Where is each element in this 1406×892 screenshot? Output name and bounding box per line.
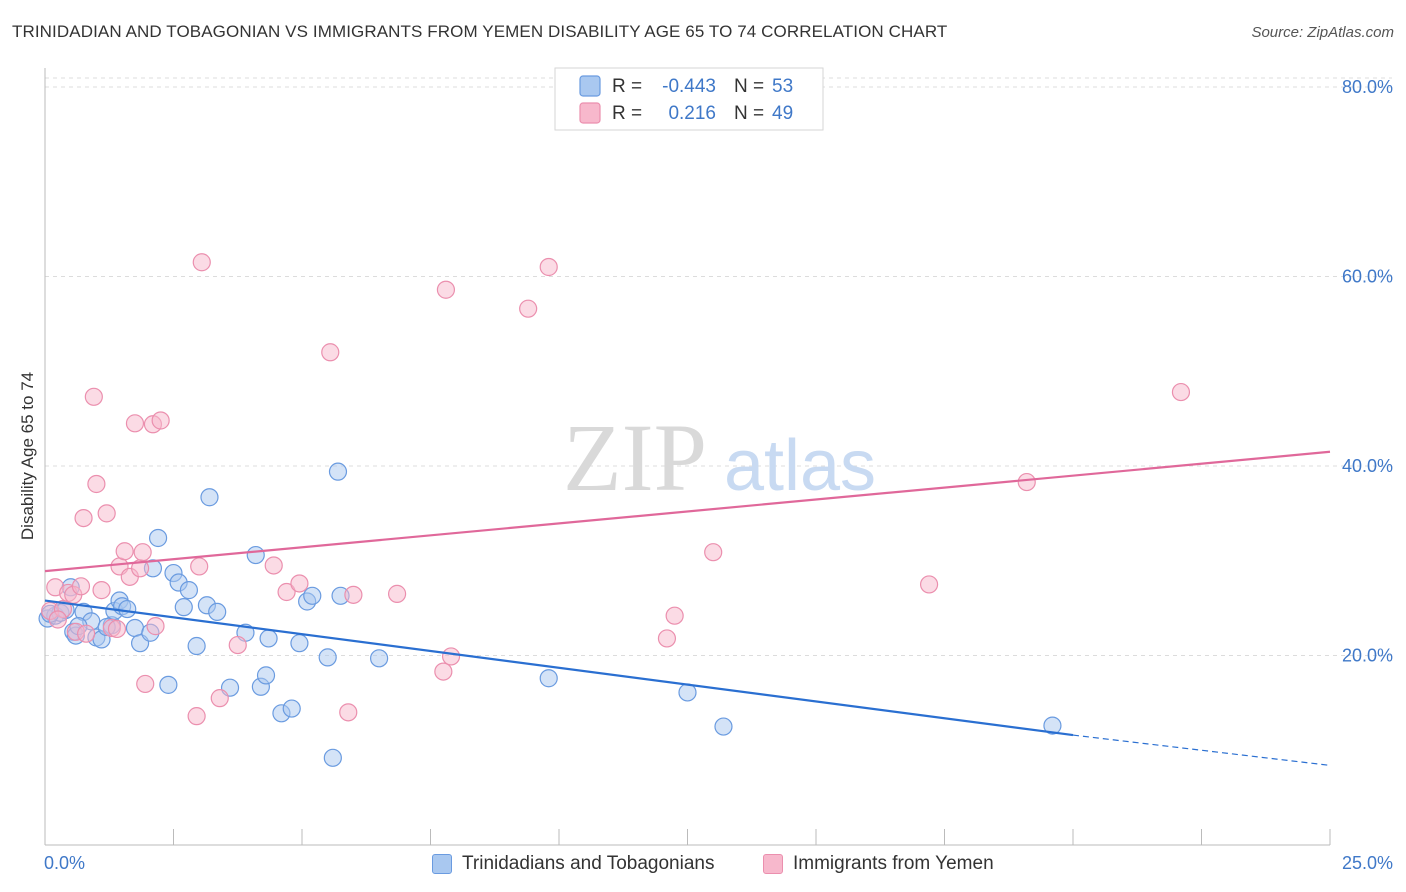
- legend-swatch-pink: [763, 854, 783, 874]
- point-pink: [115, 542, 134, 561]
- trend-line-extension-blue: [1072, 734, 1331, 767]
- point-blue: [323, 748, 342, 767]
- point-pink: [1171, 382, 1191, 402]
- point-blue: [318, 648, 337, 667]
- x-tick-label-min: 0.0%: [44, 853, 85, 873]
- point-blue: [328, 462, 348, 481]
- point-blue: [282, 699, 301, 718]
- zipatlas-watermark: ZIP atlas: [563, 404, 876, 511]
- point-pink: [290, 574, 309, 593]
- stats-swatch-pink: [579, 102, 601, 124]
- point-blue: [200, 488, 219, 507]
- legend-item-yemen: Immigrants from Yemen: [763, 850, 994, 878]
- stats-r-label-pink: R =: [612, 103, 642, 124]
- chart-title: TRINIDADIAN AND TOBAGONIAN VS IMMIGRANTS…: [12, 22, 948, 41]
- watermark-zip: ZIP: [563, 404, 707, 511]
- point-pink: [344, 585, 363, 604]
- stats-n-value-blue: 53: [772, 76, 793, 97]
- point-blue: [303, 586, 322, 605]
- point-blue: [179, 581, 199, 600]
- point-pink: [151, 411, 170, 430]
- legend-swatch-blue: [432, 854, 452, 874]
- point-pink: [704, 543, 723, 562]
- trend-line-blue: [44, 599, 1074, 737]
- y-tick-label: 60.0%: [1342, 266, 1393, 286]
- point-blue: [187, 636, 206, 656]
- trend-line-pink: [44, 450, 1331, 573]
- point-pink: [1017, 472, 1036, 492]
- point-blue: [539, 669, 558, 688]
- point-pink: [48, 610, 67, 629]
- point-pink: [71, 577, 91, 596]
- point-pink: [107, 619, 127, 639]
- y-tick-label: 20.0%: [1342, 645, 1393, 665]
- point-pink: [97, 504, 116, 523]
- legend-label-yemen: Immigrants from Yemen: [793, 853, 994, 874]
- point-pink: [264, 556, 283, 575]
- point-pink: [436, 280, 456, 299]
- point-pink: [665, 606, 684, 625]
- x-tick-label-max: 25.0%: [1342, 853, 1393, 873]
- point-blue: [714, 717, 733, 736]
- point-pink: [339, 703, 358, 722]
- legend-label-trinidadians: Trinidadians and Tobagonians: [462, 853, 715, 874]
- series-legend: Trinidadians and Tobagonians Immigrants …: [0, 850, 1406, 878]
- stats-n-value-pink: 49: [772, 103, 793, 124]
- stats-swatch-blue: [579, 75, 601, 97]
- stats-n-label-blue: N =: [734, 76, 764, 97]
- point-blue: [159, 675, 178, 694]
- point-pink: [74, 508, 93, 528]
- point-blue: [174, 598, 193, 617]
- point-blue: [290, 634, 309, 653]
- watermark-atlas: atlas: [724, 426, 876, 506]
- x-tick-labels: 0.0% 25.0%: [44, 853, 1393, 873]
- point-blue: [259, 629, 278, 648]
- point-pink: [519, 299, 538, 318]
- point-pink: [190, 557, 209, 576]
- point-pink: [277, 582, 296, 602]
- point-pink: [441, 647, 461, 666]
- point-blue: [246, 545, 265, 565]
- point-pink: [92, 581, 111, 600]
- point-pink: [84, 387, 103, 406]
- y-axis-title: Disability Age 65 to 74: [18, 372, 37, 540]
- point-pink: [210, 689, 229, 708]
- point-blue: [148, 528, 168, 548]
- stats-legend: R = -0.443 N = 53 R = 0.216 N = 49: [554, 67, 824, 131]
- grid-lines: [45, 77, 1392, 656]
- y-tick-labels: 20.0% 40.0% 60.0% 80.0%: [1342, 77, 1393, 666]
- point-pink: [187, 707, 206, 726]
- point-blue: [1043, 716, 1062, 735]
- point-blue: [125, 618, 145, 638]
- point-pink: [136, 674, 155, 694]
- y-tick-label: 80.0%: [1342, 77, 1393, 97]
- source-credit: Source: ZipAtlas.com: [1251, 24, 1394, 41]
- stats-r-value-blue: -0.443: [662, 76, 716, 97]
- point-pink: [387, 584, 407, 603]
- point-pink: [77, 624, 96, 643]
- point-pink: [228, 635, 247, 655]
- point-pink: [192, 253, 211, 272]
- point-pink: [434, 662, 453, 681]
- stats-r-label-blue: R =: [612, 76, 642, 97]
- point-blue: [370, 649, 389, 668]
- y-tick-label: 40.0%: [1342, 456, 1393, 476]
- point-blue: [256, 666, 276, 685]
- point-pink: [539, 257, 558, 277]
- stats-r-value-pink: 0.216: [668, 103, 716, 124]
- point-pink: [657, 629, 677, 648]
- point-pink: [146, 617, 165, 636]
- point-pink: [133, 543, 152, 562]
- stats-n-label-pink: N =: [734, 103, 764, 124]
- point-blue: [118, 599, 137, 619]
- point-pink: [919, 575, 939, 594]
- point-blue: [208, 602, 227, 622]
- axes: [44, 68, 1331, 846]
- point-pink: [87, 474, 106, 494]
- legend-item-trinidadians: Trinidadians and Tobagonians: [432, 850, 714, 878]
- point-pink: [321, 343, 340, 362]
- trend-lines: [44, 450, 1331, 767]
- point-pink: [125, 414, 145, 433]
